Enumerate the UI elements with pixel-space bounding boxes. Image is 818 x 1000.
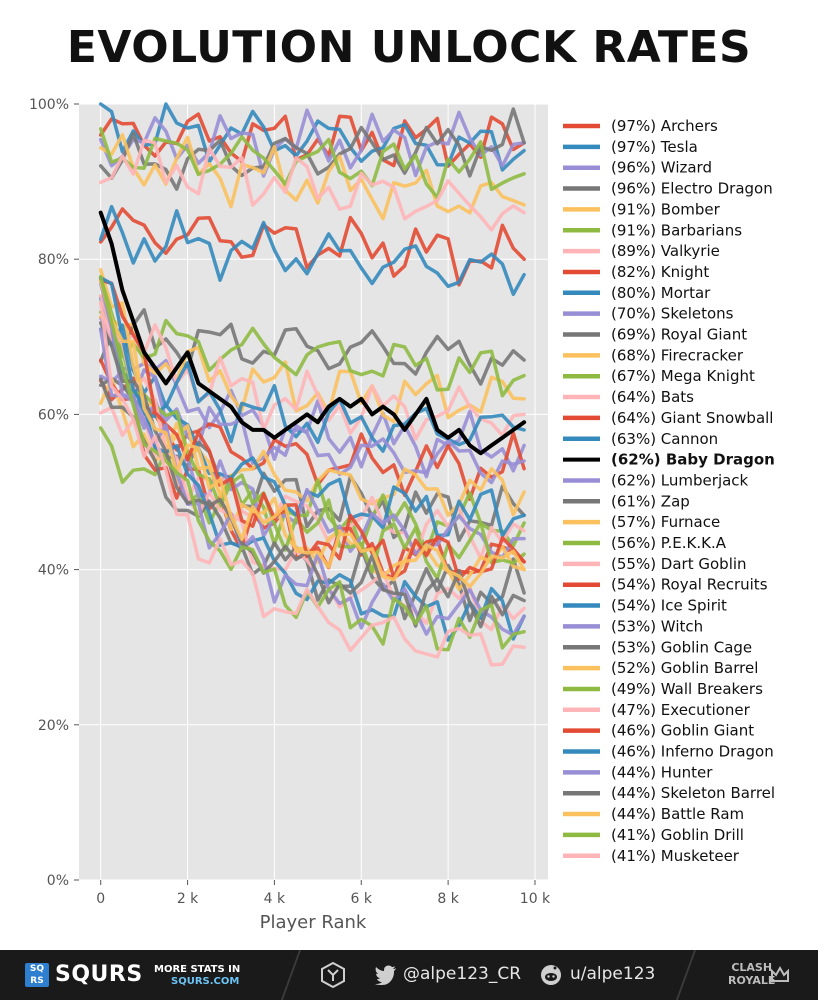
legend-entry: (96%) Electro Dragon <box>611 180 773 198</box>
promo-line-1: MORE STATS IN <box>154 964 241 975</box>
legend-entry: (54%) Ice Spirit <box>611 597 727 615</box>
series-line <box>98 315 526 424</box>
series-line <box>98 102 526 172</box>
legend-entry: (46%) Goblin Giant <box>611 722 754 740</box>
legend-entry: (53%) Goblin Cage <box>611 638 752 656</box>
series-line <box>98 296 526 538</box>
legend: (97%) Archers (97%) Tesla (96%) Wizard (96%… <box>563 117 775 865</box>
royale-api-icon <box>321 962 345 988</box>
legend-entry: (41%) Musketeer <box>611 847 740 865</box>
legend-entry: (53%) Witch <box>611 617 703 635</box>
axes: 0% 20% 40% 60% 80% 100% 0 2 k 4 k 6 k 8 k 10 k <box>29 97 551 907</box>
series-line <box>98 323 526 453</box>
squrs-brand-name: SQURS <box>55 962 143 987</box>
legend-entry: (54%) Royal Recruits <box>611 576 768 594</box>
series-line <box>98 108 526 178</box>
legend-entry: (41%) Goblin Drill <box>611 826 744 844</box>
x-tick-label: 0 <box>96 891 105 907</box>
logo-line-2: ROYALE <box>728 974 776 987</box>
series-line <box>98 279 526 589</box>
y-tick-label: 0% <box>47 873 69 889</box>
legend-entry: (44%) Battle Ram <box>611 805 744 823</box>
series-line <box>98 204 526 297</box>
legend-entry: (52%) Goblin Barrel <box>611 659 758 677</box>
chart: 0% 20% 40% 60% 80% 100% 0 2 k 4 k 6 k 8 k 10 k Play… <box>29 97 775 933</box>
legend-entry: (57%) Furnace <box>611 513 720 531</box>
legend-entry: (56%) P.E.K.K.A <box>611 534 727 552</box>
legend-entry: (64%) Giant Snowball <box>611 409 773 427</box>
series-line <box>98 308 526 386</box>
legend-entry: (96%) Wizard <box>611 159 712 177</box>
legend-entry: (89%) Valkyrie <box>611 242 720 260</box>
series-line <box>98 107 526 191</box>
legend-entry: (64%) Bats <box>611 388 694 406</box>
twitter-icon <box>375 965 396 985</box>
legend-entry: (97%) Tesla <box>611 138 698 156</box>
chart-title: EVOLUTION UNLOCK RATES <box>66 22 752 73</box>
series-line <box>98 278 526 581</box>
crown-icon <box>771 965 789 982</box>
series-line <box>98 276 526 581</box>
legend-entry: (46%) Inferno Dragon <box>611 743 774 761</box>
legend-entry: (55%) Dart Goblin <box>611 555 747 573</box>
y-tick-label: 80% <box>38 252 69 268</box>
series-line <box>98 294 526 441</box>
legend-entry: (97%) Archers <box>611 117 718 135</box>
x-tick-label: 4 k <box>264 891 286 907</box>
legend-entry: (63%) Cannon <box>611 430 718 448</box>
legend-entry: (69%) Royal Giant <box>611 326 747 344</box>
x-tick-label: 8 k <box>437 891 459 907</box>
legend-entry: (62%) Lumberjack <box>611 471 749 489</box>
legend-entry: (67%) Mega Knight <box>611 367 755 385</box>
reddit-icon <box>541 965 561 985</box>
x-axis-label: Player Rank <box>260 912 367 933</box>
legend-entry: (47%) Executioner <box>611 701 751 719</box>
series-line <box>98 138 526 232</box>
y-tick-label: 60% <box>38 407 69 423</box>
y-tick-label: 100% <box>29 97 69 113</box>
series-line <box>98 376 526 518</box>
y-tick-label: 20% <box>38 718 69 734</box>
reddit-handle[interactable]: u/alpe123 <box>570 964 656 984</box>
x-tick-label: 6 k <box>351 891 373 907</box>
x-tick-label: 10 k <box>520 891 551 907</box>
legend-entry: (44%) Skeleton Barrel <box>611 784 775 802</box>
series-lines <box>98 102 527 667</box>
legend-entry: (80%) Mortar <box>611 284 711 302</box>
series-line <box>98 310 526 398</box>
clash-royale-logo: CLASH ROYALE <box>728 961 775 987</box>
series-line <box>98 300 526 667</box>
series-line <box>98 210 527 456</box>
legend-entry: (82%) Knight <box>611 263 709 281</box>
legend-entry: (91%) Bomber <box>611 200 721 218</box>
logo-line-1: CLASH <box>731 961 773 974</box>
legend-entry: (44%) Hunter <box>611 763 713 781</box>
twitter-handle[interactable]: @alpe123_CR <box>403 964 522 984</box>
legend-entry: (62%) Baby Dragon <box>611 451 775 469</box>
legend-entry: (61%) Zap <box>611 492 690 510</box>
legend-entry: (68%) Firecracker <box>611 346 744 364</box>
y-tick-label: 40% <box>38 563 69 579</box>
promo-link[interactable]: SQURS.COM <box>171 976 240 987</box>
legend-entry: (70%) Skeletons <box>611 305 734 323</box>
x-tick-label: 2 k <box>177 891 199 907</box>
series-line <box>98 321 526 629</box>
legend-entry: (49%) Wall Breakers <box>611 680 763 698</box>
legend-entry: (91%) Barbarians <box>611 221 742 239</box>
squrs-logo-badge: SQ RS <box>25 963 49 987</box>
series-line <box>98 127 526 200</box>
footer-banner: SQ RS SQURS MORE STATS IN SQURS.COM @alp… <box>0 950 818 1000</box>
